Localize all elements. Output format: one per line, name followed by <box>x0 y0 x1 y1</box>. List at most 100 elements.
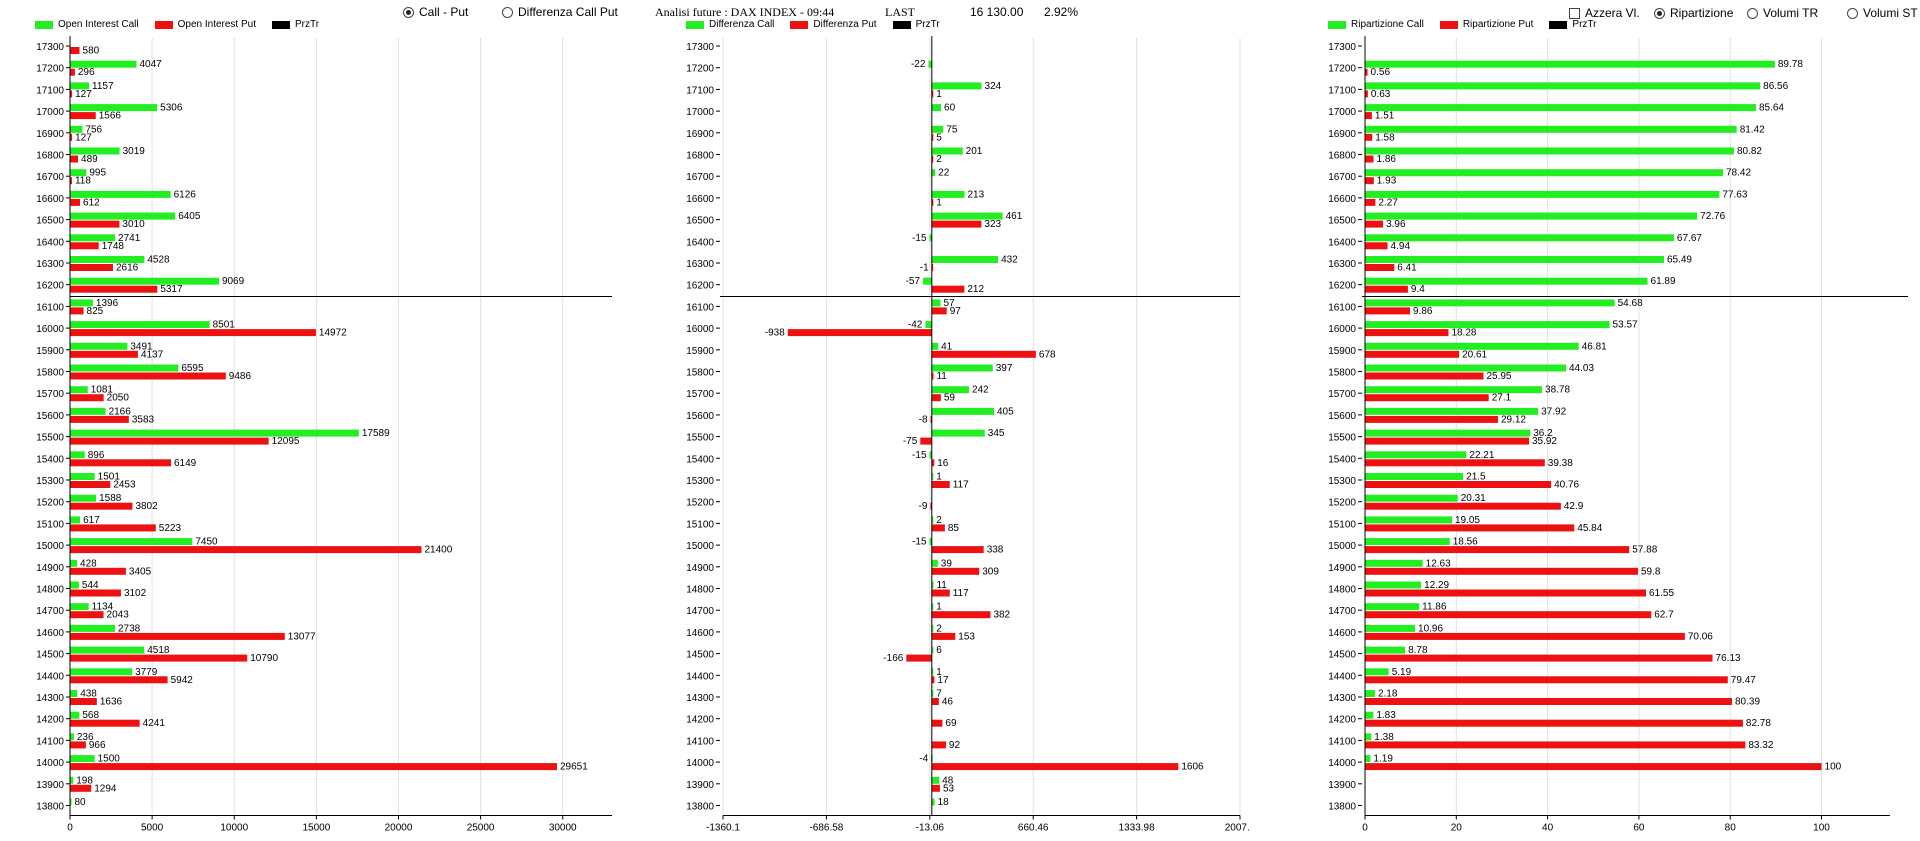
bar-call <box>70 603 89 611</box>
y-tick-label: 15700 <box>36 389 64 400</box>
data-label-call: 1 <box>936 667 942 678</box>
radio-volumi-st[interactable]: Volumi ST <box>1847 6 1918 20</box>
radio-volumi-st-indicator[interactable] <box>1847 7 1858 19</box>
bar-call <box>1365 321 1610 329</box>
data-label-put: 10790 <box>250 653 278 664</box>
data-label-put: 212 <box>967 284 984 295</box>
radio-volumi-tr[interactable]: Volumi TR <box>1747 6 1818 20</box>
bar-call <box>1365 60 1775 68</box>
y-tick-label: 15700 <box>686 389 714 400</box>
bar-put <box>1365 285 1408 293</box>
radio-volumi-st-label: Volumi ST <box>1863 6 1918 20</box>
bar-put <box>70 632 285 640</box>
radio-call-put-indicator[interactable] <box>403 6 414 18</box>
data-label-put: 14972 <box>319 328 347 339</box>
bar-put <box>70 741 86 749</box>
radio-call-put-label: Call - Put <box>419 5 469 19</box>
bar-put <box>931 220 982 228</box>
bar-call <box>70 299 93 307</box>
data-label-call: 2738 <box>118 623 141 634</box>
data-label-call: 65.49 <box>1667 255 1692 266</box>
bar-call <box>70 755 95 763</box>
bar-call <box>1365 538 1450 546</box>
y-tick-label: 17300 <box>1328 42 1356 53</box>
y-tick-label: 14600 <box>36 628 64 639</box>
bar-call <box>70 473 95 480</box>
y-tick-label: 17100 <box>686 85 714 96</box>
y-tick-label: 15600 <box>36 411 64 422</box>
bar-call <box>931 798 935 806</box>
radio-differenza-label: Differenza Call Put <box>518 5 618 19</box>
radio-differenza-indicator[interactable] <box>502 6 513 18</box>
bar-put <box>920 437 932 445</box>
y-tick-label: 17000 <box>1328 107 1356 118</box>
y-tick-label: 14800 <box>1328 585 1356 596</box>
y-tick-label: 17300 <box>686 42 714 53</box>
data-label-call: -15 <box>912 450 927 461</box>
bar-put <box>70 437 269 445</box>
x-tick-label: 0 <box>1362 823 1368 834</box>
data-label-call: 77.63 <box>1722 189 1747 200</box>
bar-put <box>70 502 133 510</box>
y-tick-label: 16200 <box>686 281 714 292</box>
bar-call <box>1365 429 1531 437</box>
data-label-call: 3491 <box>130 341 153 352</box>
bar-call <box>70 516 81 524</box>
y-tick-label: 17200 <box>1328 64 1356 75</box>
data-label-put: 57.88 <box>1632 545 1657 556</box>
bar-call <box>931 190 965 198</box>
data-label-call: 1.19 <box>1373 754 1393 765</box>
data-label-call: 198 <box>76 775 93 786</box>
legend-swatch-put <box>1439 20 1458 29</box>
radio-ripartizione[interactable]: Ripartizione <box>1654 6 1733 20</box>
bar-put <box>1365 611 1652 619</box>
data-label-call: 12.29 <box>1424 580 1449 591</box>
data-label-put: 9.86 <box>1413 306 1433 317</box>
radio-ripartizione-indicator[interactable] <box>1654 7 1665 19</box>
bar-call <box>931 407 994 415</box>
radio-call-put[interactable]: Call - Put <box>403 5 468 19</box>
data-label-put: 117 <box>953 588 969 599</box>
checkbox-azzera-box[interactable] <box>1569 7 1580 19</box>
bar-put <box>70 264 113 271</box>
bar-put <box>931 394 941 402</box>
data-label-call: 37.92 <box>1541 406 1566 417</box>
data-label-call: 61.89 <box>1651 276 1676 287</box>
data-label-call: 81.42 <box>1740 124 1765 135</box>
bar-put <box>1365 589 1646 597</box>
bar-put <box>931 632 956 640</box>
radio-volumi-tr-indicator[interactable] <box>1747 7 1758 19</box>
bar-call <box>923 277 932 285</box>
data-label-put: 62.7 <box>1654 610 1674 621</box>
radio-differenza[interactable]: Differenza Call Put <box>502 5 618 19</box>
y-tick-label: 15200 <box>36 498 64 509</box>
checkbox-azzera[interactable]: Azzera Vl. <box>1569 6 1640 20</box>
data-label-call: -22 <box>911 59 926 70</box>
y-tick-label: 15400 <box>1328 454 1356 465</box>
y-tick-label: 15300 <box>1328 476 1356 487</box>
bar-put <box>70 155 79 163</box>
legend-label: Open Interest Call <box>58 19 139 30</box>
bar-put <box>1365 698 1732 705</box>
y-tick-label: 14100 <box>1328 736 1356 747</box>
bar-call <box>931 559 938 567</box>
data-label-put: 5223 <box>159 523 182 534</box>
bar-put <box>931 611 991 619</box>
bar-call <box>1365 169 1724 177</box>
ripartizione-chart: 17300 17200 89.78 0.56 17100 86.56 0.63 17000 85… <box>1328 36 1908 834</box>
bar-call <box>929 451 932 459</box>
bar-put <box>931 350 1036 358</box>
bar-put <box>70 47 80 54</box>
bar-call <box>1365 299 1615 307</box>
data-label-put: 2050 <box>107 393 130 404</box>
bar-call <box>931 125 944 133</box>
data-label-call: 4528 <box>147 255 170 266</box>
data-label-call: 405 <box>997 406 1014 417</box>
y-tick-label: 14100 <box>686 736 714 747</box>
bar-put <box>931 589 950 597</box>
bar-put <box>70 567 126 575</box>
bar-put <box>1365 437 1529 445</box>
x-tick-label: 5000 <box>141 823 164 834</box>
checkbox-azzera-label: Azzera Vl. <box>1585 6 1640 20</box>
